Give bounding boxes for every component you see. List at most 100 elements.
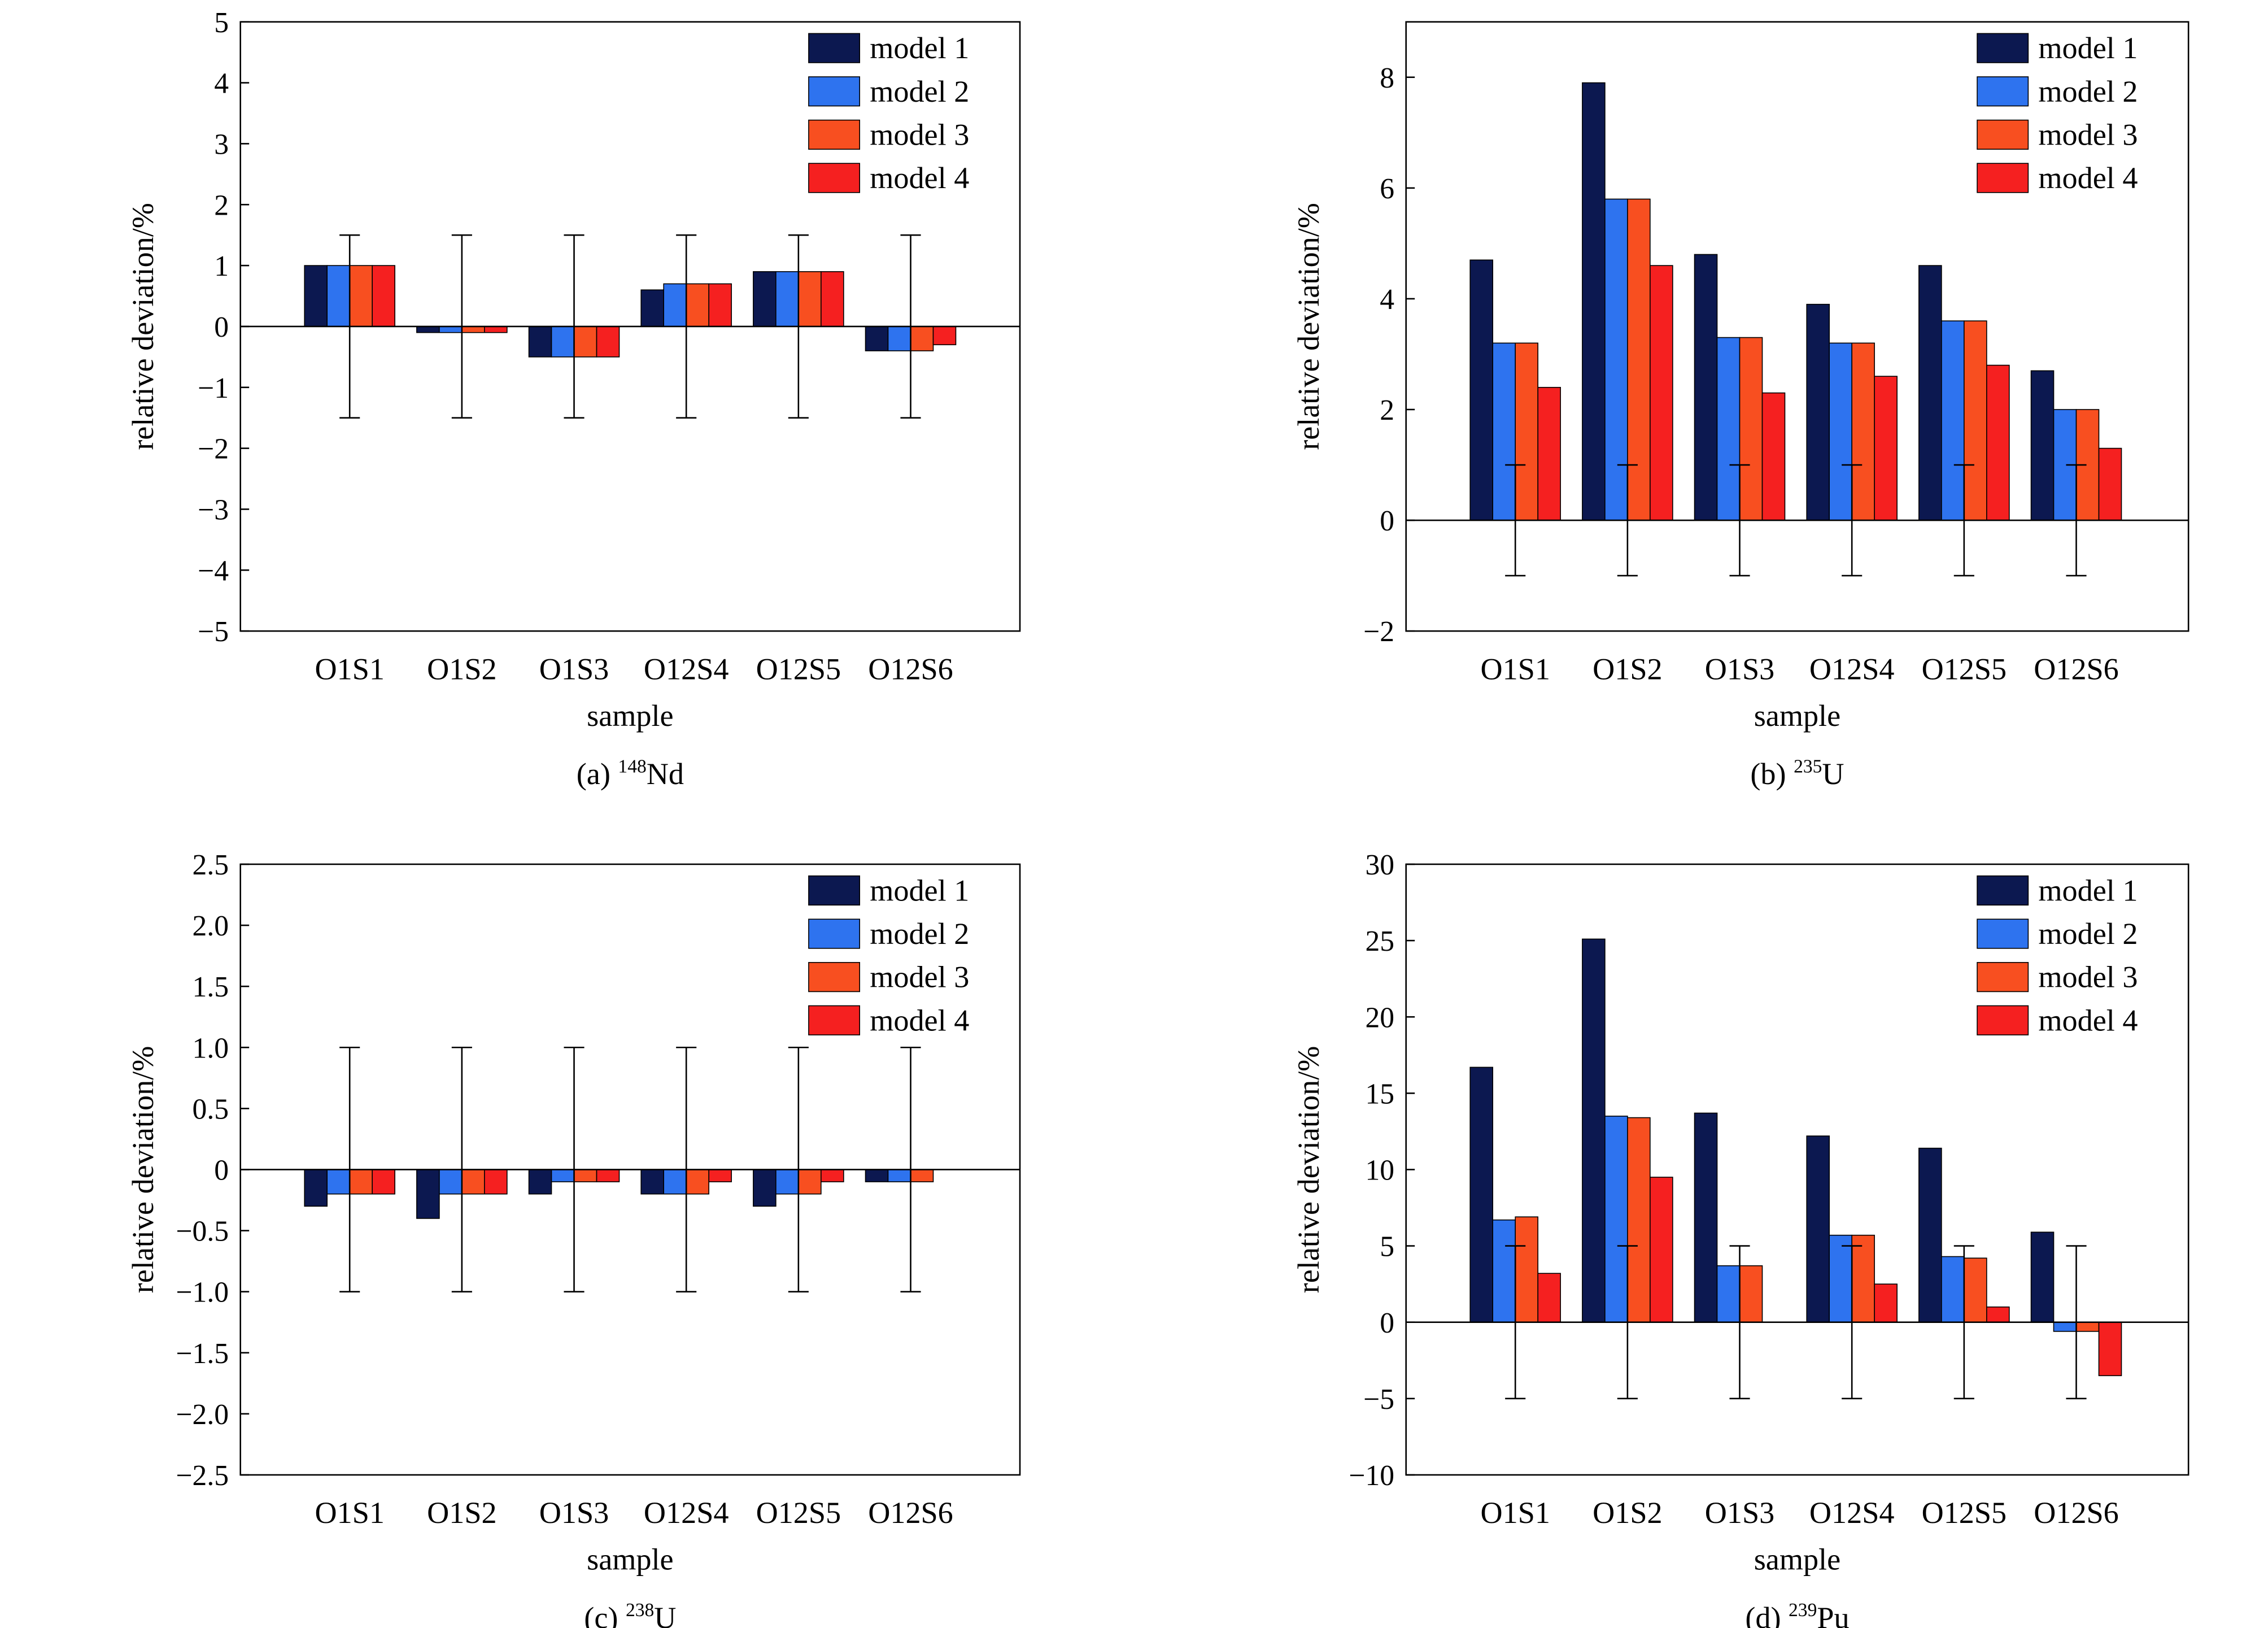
legend-swatch [1977,1005,2029,1035]
bar-model-2-O12S6 [2053,1321,2077,1332]
bar-model-1-O12S6 [865,326,889,351]
x-axis-label: sample [1754,1543,1840,1577]
y-tick-label: 4 [214,68,229,100]
x-tick-label: O1S3 [539,652,609,686]
bar-model-3-O1S1 [349,265,373,327]
x-tick-label: O1S1 [315,652,384,686]
legend-label: model 1 [870,31,969,65]
bar-model-4-O12S4 [1874,1283,1898,1323]
y-tick-label: 5 [1380,1231,1394,1263]
legend-label: model 4 [870,1003,969,1037]
y-tick-label: −2.5 [176,1460,229,1492]
bar-model-2-O1S2 [439,326,463,333]
y-tick-label: 20 [1365,1002,1394,1034]
legend-swatch [808,163,861,193]
bar-model-1-O1S2 [1582,82,1606,521]
x-tick-label: O1S1 [1480,652,1550,686]
y-axis-label: relative deviation/% [126,203,160,450]
bar-model-2-O1S1 [1492,342,1516,521]
bar-model-1-O12S6 [865,1169,889,1182]
bar-model-1-O12S5 [1918,1147,1942,1323]
panel-caption: (d) 239Pu [1745,1600,1849,1628]
bar-model-2-O12S5 [775,271,799,327]
legend-swatch [808,33,861,63]
plot-frame [1405,21,2190,632]
y-tick-label: 0.5 [193,1093,229,1125]
legend-swatch [1977,962,2029,993]
y-tick-label: 2 [1380,394,1394,426]
y-tick-label: −10 [1349,1460,1394,1492]
bar-model-3-O1S1 [1515,1216,1538,1323]
bar-model-2-O12S4 [1829,1234,1852,1323]
y-tick-label: −4 [198,555,229,587]
y-tick-label: −0.5 [176,1216,229,1248]
bar-model-4-O1S2 [1650,265,1673,521]
x-tick-label: O12S5 [1922,1496,2007,1530]
bar-model-3-O12S5 [798,1169,822,1195]
legend-label: model 2 [2038,917,2138,951]
bar-model-3-O1S1 [349,1169,373,1195]
y-tick-label: −1 [198,372,229,404]
bar-model-2-O1S1 [1492,1219,1516,1323]
x-tick-label: O12S4 [644,652,729,686]
y-tick-label: 10 [1365,1155,1394,1187]
bar-model-4-O1S2 [484,326,508,333]
bar-model-2-O12S6 [887,1169,911,1182]
x-tick-label: O1S3 [1705,652,1774,686]
bar-model-1-O1S2 [416,326,440,333]
bar-model-3-O1S3 [573,326,597,358]
bar-model-4-O1S2 [484,1169,508,1195]
y-tick-label: 0 [214,1155,229,1187]
x-tick-label: O12S5 [1922,652,2007,686]
bar-model-1-O1S2 [416,1169,440,1219]
legend-label: model 2 [870,75,969,108]
bar-model-1-O12S4 [1806,1135,1830,1323]
legend-label: model 4 [870,161,969,195]
y-tick-label: 2 [214,189,229,221]
bar-model-1-O1S1 [304,1169,328,1207]
legend-label: model 2 [2038,75,2138,108]
bar-model-2-O1S2 [1604,1116,1628,1323]
bar-model-2-O1S3 [1716,337,1741,521]
legend-swatch [1977,919,2029,949]
y-tick-label: 8 [1380,62,1394,94]
y-tick-label: 0 [1380,1307,1394,1339]
x-tick-label: O12S6 [868,1496,953,1530]
x-axis-label: sample [587,1543,673,1577]
bar-model-4-O1S3 [596,1169,620,1182]
y-tick-label: 1.5 [193,971,229,1003]
y-tick-label: 0 [214,311,229,343]
bar-model-2-O1S1 [326,265,351,327]
legend-swatch [1977,33,2029,63]
bar-model-3-O12S6 [910,1169,934,1182]
bar-model-2-O12S4 [663,283,687,327]
plot-frame [1405,863,2190,1476]
bar-model-4-O12S6 [932,326,957,346]
y-tick-label: −5 [1363,1383,1394,1416]
x-tick-label: O1S2 [1593,652,1662,686]
y-tick-label: 4 [1380,284,1394,316]
legend-label: model 1 [2038,873,2138,907]
bar-model-1-O12S4 [1806,303,1830,521]
bar-model-1-O12S5 [753,1169,777,1207]
bar-model-1-O1S1 [1469,1067,1494,1323]
bar-model-3-O1S3 [1739,1265,1763,1323]
y-tick-label: −2 [1363,616,1394,648]
x-tick-label: O12S4 [1809,652,1895,686]
bar-model-3-O1S2 [1627,1117,1651,1323]
legend-swatch [808,1005,861,1035]
bar-model-1-O1S1 [304,265,328,327]
y-tick-label: 3 [214,128,229,160]
bar-model-2-O12S5 [1941,320,1965,521]
bar-model-4-O12S4 [708,283,732,327]
bar-model-1-O12S4 [640,1169,664,1195]
legend-swatch [808,119,861,150]
y-tick-label: 25 [1365,925,1394,957]
bar-model-3-O1S3 [1739,337,1763,521]
legend-swatch [1977,76,2029,107]
x-tick-label: O1S1 [1480,1496,1550,1530]
x-tick-label: O1S2 [427,1496,496,1530]
legend-label: model 3 [870,117,969,151]
bar-model-1-O1S3 [528,326,552,358]
